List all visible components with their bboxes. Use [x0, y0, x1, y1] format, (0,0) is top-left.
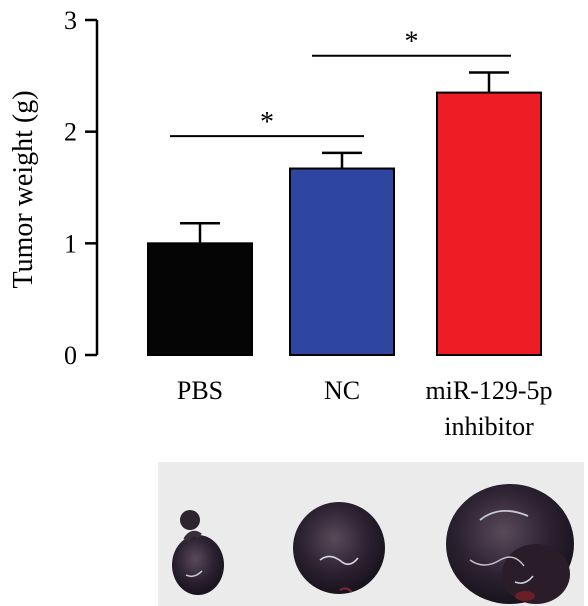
category-label: miR-129-5p	[425, 376, 552, 405]
significance-mark: *	[260, 107, 274, 138]
y-tick-label: 0	[64, 341, 77, 370]
tumor-pbs	[172, 510, 224, 595]
y-tick-label: 1	[64, 229, 77, 258]
tumor-inhibitor	[446, 484, 574, 604]
tumor-nc	[293, 502, 385, 594]
bar-chart: 0 1 2 3 Tumor weight (g) PBS NC miR-129-5p inhib…	[8, 6, 553, 441]
category-label: inhibitor	[444, 412, 534, 441]
bar	[436, 91, 542, 356]
category-label: NC	[324, 376, 360, 405]
y-tick-label: 3	[64, 6, 77, 35]
y-tick-label: 2	[64, 118, 77, 147]
y-axis-label: Tumor weight (g)	[8, 90, 39, 288]
category-label: PBS	[177, 376, 223, 405]
bar	[147, 242, 253, 356]
tumor-photo	[158, 462, 584, 606]
significance-mark: *	[405, 27, 419, 58]
bar	[289, 167, 395, 356]
